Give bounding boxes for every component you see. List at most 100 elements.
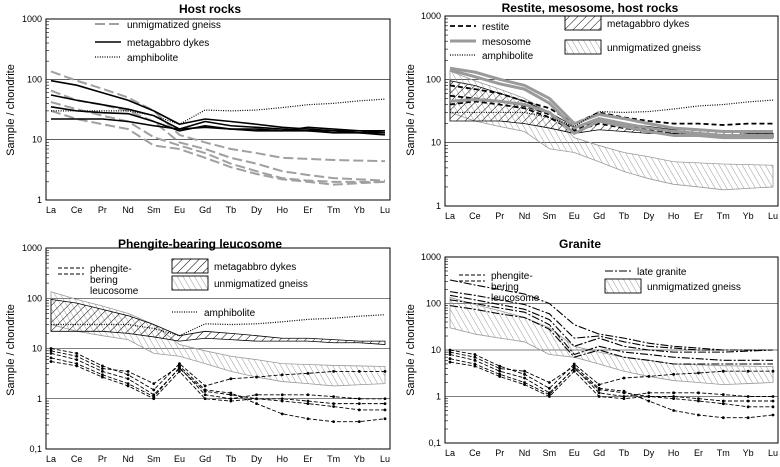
y-tick-label: 0,1 <box>29 444 42 454</box>
data-point <box>357 402 361 406</box>
series-late-granite <box>449 305 773 365</box>
x-tick-label: Lu <box>768 211 778 221</box>
data-point <box>473 358 477 362</box>
chart-title: Phengite-bearing leucosome <box>118 237 282 251</box>
data-point <box>547 381 551 384</box>
legend-label: phengite- <box>90 264 132 275</box>
data-point <box>332 420 336 424</box>
chart-panel-1: 1 10 100 1000 La Ce Pr Nd Sm Eu Gd Tb Dy Ho Er Tm Yb Lu Ho… <box>5 2 391 215</box>
y-tick-label: 1 <box>37 394 42 404</box>
data-point <box>280 397 284 401</box>
band-metagabbro-dykes <box>50 298 386 345</box>
x-tick-label: Sm <box>543 448 557 458</box>
data-point <box>229 397 233 401</box>
y-tick-label: 10 <box>32 344 42 354</box>
x-tick-label: La <box>445 211 455 221</box>
y-axis-label: Sample / chondrite <box>5 304 17 396</box>
series-amphibolite <box>51 98 386 125</box>
data-point <box>721 416 725 420</box>
y-axis-label: Sample / chondrite <box>5 64 17 156</box>
data-point <box>383 397 387 401</box>
data-point <box>622 397 626 401</box>
data-point <box>203 384 207 388</box>
data-point <box>280 373 284 377</box>
x-tick-label: Er <box>303 205 312 215</box>
data-point <box>332 395 336 399</box>
x-tick-label: Gd <box>199 205 211 215</box>
data-point <box>547 386 551 390</box>
data-point <box>473 362 477 366</box>
data-point <box>100 364 104 368</box>
x-tick-label: Tb <box>226 205 237 215</box>
series-leucosome <box>449 358 773 397</box>
data-point <box>75 351 79 355</box>
series-leucosome <box>449 354 773 408</box>
data-point <box>572 369 576 373</box>
x-tick-label: Dy <box>251 454 262 464</box>
data-point <box>75 362 79 366</box>
data-point <box>721 369 725 373</box>
data-point <box>49 356 53 360</box>
y-tick-label: 100 <box>426 299 441 309</box>
x-tick-label: Lu <box>380 205 390 215</box>
data-point <box>126 384 130 388</box>
data-point <box>622 395 626 398</box>
data-point <box>547 395 551 398</box>
data-point <box>498 369 502 373</box>
data-point <box>498 367 502 370</box>
data-point <box>721 399 725 403</box>
y-tick-label: 1 <box>436 392 441 402</box>
x-tick-label: Gd <box>593 448 605 458</box>
series-leucosome <box>50 348 385 391</box>
data-point <box>203 393 207 397</box>
data-point <box>203 390 207 393</box>
data-point <box>547 393 551 396</box>
data-point <box>126 373 130 377</box>
data-point <box>597 395 601 398</box>
data-point <box>771 395 775 398</box>
data-point <box>229 393 233 397</box>
data-point <box>178 366 181 369</box>
data-point <box>383 370 387 373</box>
x-tick-label: Yb <box>354 205 365 215</box>
legend-swatch <box>604 278 642 294</box>
legend-label: phengite- <box>491 271 533 282</box>
data-point <box>498 375 502 378</box>
series-mesosome <box>449 98 773 140</box>
data-point <box>746 416 750 420</box>
series-unmigmatized-gneiss <box>50 70 386 163</box>
y-tick-label: 1 <box>37 195 42 205</box>
legend-label: metagabbro dykes <box>214 262 296 273</box>
x-tick-label: Er <box>694 448 703 458</box>
data-point <box>721 402 725 406</box>
data-point <box>771 369 775 373</box>
data-point <box>647 375 651 378</box>
data-point <box>229 399 233 403</box>
x-tick-label: Sm <box>543 211 557 221</box>
x-tick-label: Pr <box>495 211 504 221</box>
series-unmigmatized-gneiss <box>50 101 385 183</box>
legend-label: unmigmatized gneiss <box>647 282 741 293</box>
data-point <box>126 370 130 373</box>
y-tick-label: 10 <box>431 138 441 148</box>
x-tick-label: La <box>46 454 56 464</box>
data-point <box>255 375 258 379</box>
data-point <box>746 399 750 403</box>
data-point <box>771 413 775 417</box>
series-leucosome <box>50 357 385 400</box>
series-leucosome <box>50 352 385 411</box>
y-tick-label: 100 <box>426 74 441 84</box>
x-tick-label: Pr <box>98 454 107 464</box>
data-point <box>152 382 156 386</box>
x-tick-label: Ce <box>71 454 83 464</box>
series-late-granite <box>449 291 773 351</box>
data-point <box>75 364 79 368</box>
x-tick-label: Nd <box>122 205 134 215</box>
x-tick-label: Dy <box>643 211 654 221</box>
data-point <box>126 377 130 381</box>
data-point <box>672 409 676 412</box>
plot-frame <box>444 15 779 207</box>
x-tick-label: Eu <box>569 448 580 458</box>
chart-title: Host rocks <box>179 2 241 16</box>
